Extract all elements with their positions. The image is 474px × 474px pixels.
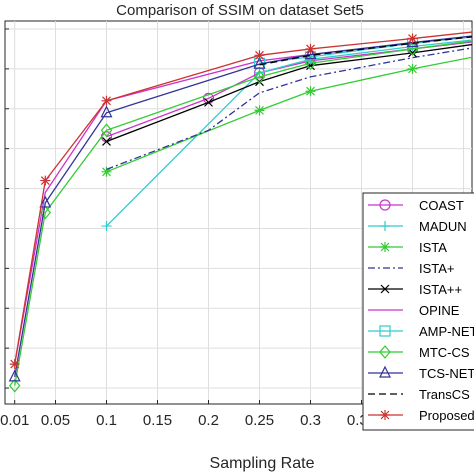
legend-item-amp-net: AMP-NET	[368, 324, 474, 339]
data-point	[253, 69, 266, 84]
data-point	[40, 175, 51, 186]
data-point	[253, 56, 266, 69]
legend-marker	[380, 410, 390, 420]
legend-label: Proposed	[419, 408, 474, 423]
legend-item-madun: MADUN	[368, 219, 467, 234]
legend-box	[362, 192, 474, 431]
data-point	[202, 92, 215, 104]
legend-marker	[379, 365, 391, 378]
legend-item-coast: COAST	[368, 198, 464, 213]
legend-label: ISTA++	[419, 282, 462, 297]
legend-item-transcs: TransCS	[368, 387, 470, 402]
plot-area	[8, 31, 472, 393]
data-point	[39, 195, 52, 208]
x-tick-label: 0.2	[198, 412, 219, 429]
legend-marker	[380, 242, 390, 252]
series-transcs	[259, 36, 472, 66]
data-point	[254, 50, 265, 61]
legend-label: ISTA+	[419, 261, 455, 276]
x-tick-label: 0.25	[245, 412, 274, 429]
x-tick-label: 0.15	[143, 412, 172, 429]
data-point	[407, 33, 418, 44]
data-point	[102, 137, 111, 146]
legend-marker	[379, 325, 391, 337]
legend-marker	[380, 221, 390, 231]
legend-marker	[380, 284, 390, 294]
legend-label: MTC-CS	[419, 345, 470, 360]
legend-item-ista: ISTA+	[368, 261, 455, 276]
data-point	[305, 43, 316, 54]
data-point	[304, 47, 317, 60]
series-line-ista	[106, 47, 472, 171]
data-point	[8, 378, 21, 393]
data-point	[304, 56, 317, 71]
series-line-ista	[106, 43, 472, 143]
legend-label: ISTA	[419, 240, 447, 255]
data-point	[204, 97, 213, 107]
data-point	[101, 221, 112, 232]
legend-item-ista: ISTA	[368, 240, 447, 255]
legend-marker	[379, 199, 391, 211]
legend-item-tcs-net: TCS-NET	[368, 365, 474, 381]
data-point	[8, 369, 21, 382]
data-point	[407, 63, 418, 74]
legend-item-opine: OPINE	[368, 303, 460, 318]
data-point	[101, 95, 112, 106]
series-line-transcs	[259, 36, 472, 66]
legend-label: OPINE	[419, 303, 460, 318]
series-line-mtc-cs	[14, 40, 472, 386]
data-point	[305, 86, 316, 97]
x-axis-label: Sampling Rate	[210, 455, 315, 472]
legend-label: AMP-NET	[419, 324, 474, 339]
legend-label: COAST	[419, 198, 464, 213]
x-tick-label: 0.01	[0, 412, 29, 429]
data-point	[254, 105, 265, 116]
x-tick-label: 0.05	[41, 412, 70, 429]
data-point	[408, 48, 417, 58]
legend-item-ista: ISTA++	[368, 282, 462, 297]
legend-item-proposed: Proposed	[368, 408, 474, 423]
legend: COAST MADUN ISTA ISTA+ ISTA++ OPINE AMP-NET MTC…	[362, 192, 474, 431]
chart-title: Comparison of SSIM on dataset Set5	[116, 2, 364, 19]
legend-marker	[379, 345, 391, 359]
data-point	[39, 205, 52, 220]
legend-label: MADUN	[419, 219, 467, 234]
x-tick-label: 0.1	[96, 412, 117, 429]
legend-item-mtc-cs: MTC-CS	[368, 345, 470, 360]
data-point	[100, 123, 113, 138]
legend-label: TransCS	[419, 387, 470, 402]
data-point	[101, 166, 112, 177]
data-point	[9, 359, 20, 370]
legend-label: TCS-NET	[419, 366, 474, 381]
series-ista	[106, 47, 472, 171]
x-tick-label: 0.3	[300, 412, 321, 429]
series-proposed	[9, 31, 472, 370]
data-point	[100, 105, 113, 118]
